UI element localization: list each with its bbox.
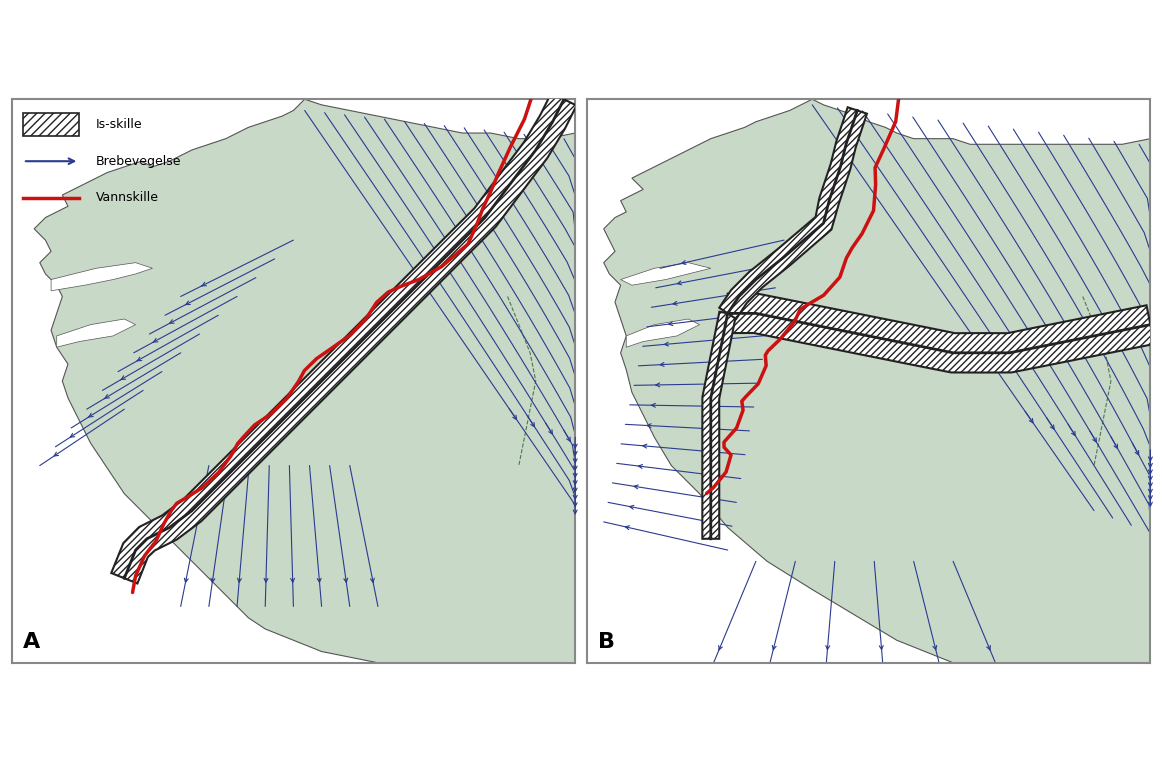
Polygon shape (604, 99, 1150, 663)
Polygon shape (57, 319, 136, 347)
Polygon shape (719, 107, 867, 319)
Text: Brebevegelse: Brebevegelse (96, 155, 181, 168)
Text: A: A (23, 632, 41, 652)
Polygon shape (727, 293, 1154, 373)
Polygon shape (626, 319, 700, 347)
Text: Vannskille: Vannskille (96, 191, 159, 204)
Text: Is-skille: Is-skille (96, 118, 143, 131)
Polygon shape (34, 99, 575, 663)
Polygon shape (51, 263, 152, 291)
Text: B: B (598, 632, 615, 652)
Polygon shape (621, 263, 711, 285)
Polygon shape (702, 312, 736, 539)
FancyBboxPatch shape (23, 114, 79, 136)
Polygon shape (112, 93, 576, 584)
